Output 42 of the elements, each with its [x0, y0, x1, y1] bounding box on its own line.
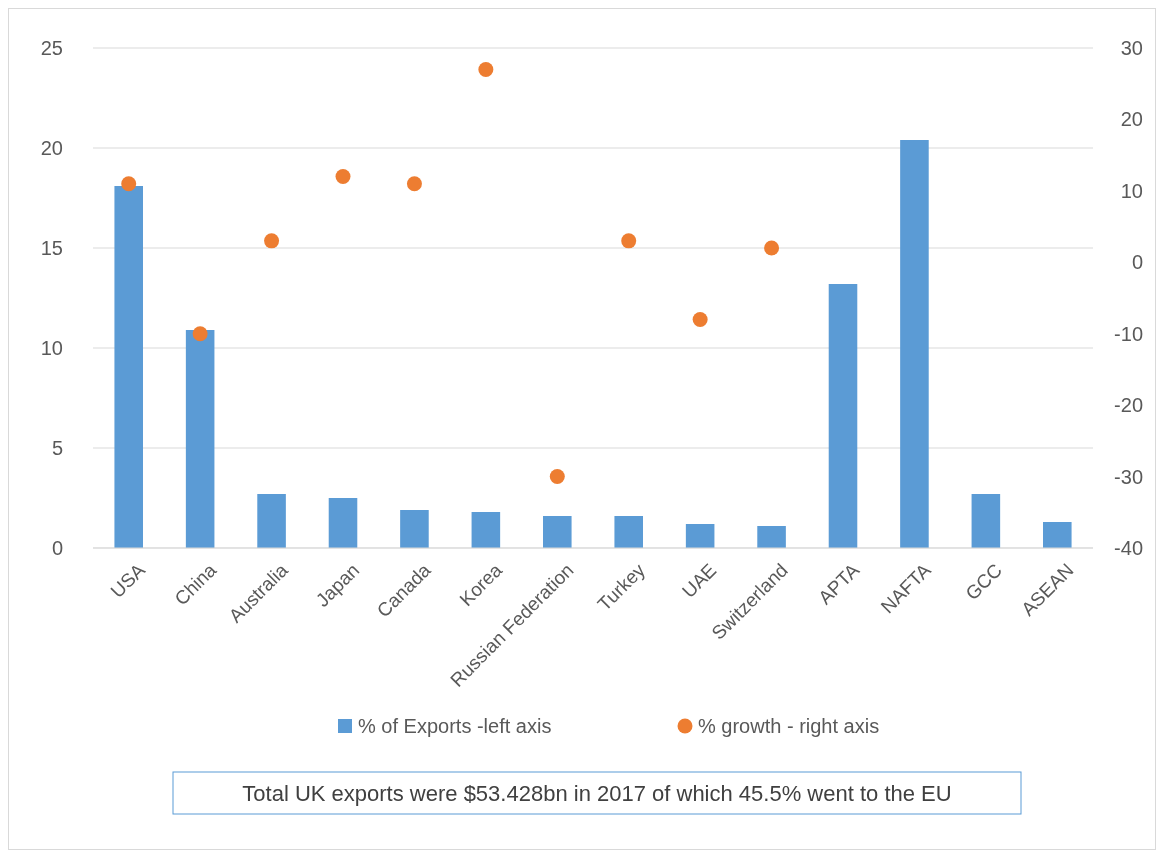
- bar: [471, 512, 501, 548]
- legend-label: % of Exports -left axis: [358, 715, 552, 737]
- bar: [185, 330, 215, 548]
- y2-tick-label: 10: [1120, 179, 1143, 202]
- x-tick-label: USA: [106, 559, 150, 602]
- bar: [971, 494, 1001, 548]
- y2-tick-label: 20: [1120, 108, 1143, 131]
- y2-tick-label: -10: [1114, 322, 1143, 345]
- point: [335, 169, 351, 185]
- point: [692, 311, 708, 327]
- y-tick-label: 25: [40, 37, 63, 59]
- point: [121, 176, 137, 192]
- y2-tick-label: -20: [1114, 394, 1143, 417]
- y-tick-label: 20: [40, 137, 63, 159]
- bar: [400, 510, 429, 548]
- bar: [328, 498, 358, 548]
- bar: [114, 186, 143, 548]
- y-tick-label: 15: [40, 237, 63, 259]
- y2-tick-label: 30: [1120, 37, 1143, 59]
- bar: [1043, 522, 1072, 548]
- point: [621, 233, 637, 249]
- bar: [614, 516, 643, 548]
- bar: [685, 524, 715, 548]
- point: [406, 176, 422, 192]
- point: [192, 326, 208, 342]
- bar: [543, 516, 572, 548]
- y-tick-label: 5: [51, 437, 63, 459]
- bar: [900, 140, 929, 548]
- legend-label: % growth - right axis: [698, 715, 880, 737]
- bar: [828, 284, 858, 548]
- text: Total UK exports were $53.428bn in 2017 of which 45.5% went to the EU: [242, 780, 952, 806]
- y2-tick-label: -40: [1114, 537, 1143, 559]
- point: [478, 61, 494, 77]
- bar: [257, 494, 286, 548]
- point: [764, 240, 780, 256]
- y2-tick-label: -30: [1114, 465, 1143, 488]
- bar: [757, 526, 786, 548]
- y-tick-label: 0: [51, 537, 63, 559]
- y-tick-label: 10: [40, 337, 63, 359]
- point: [264, 233, 280, 249]
- y2-tick-label: 0: [1131, 251, 1143, 274]
- point: [549, 469, 565, 485]
